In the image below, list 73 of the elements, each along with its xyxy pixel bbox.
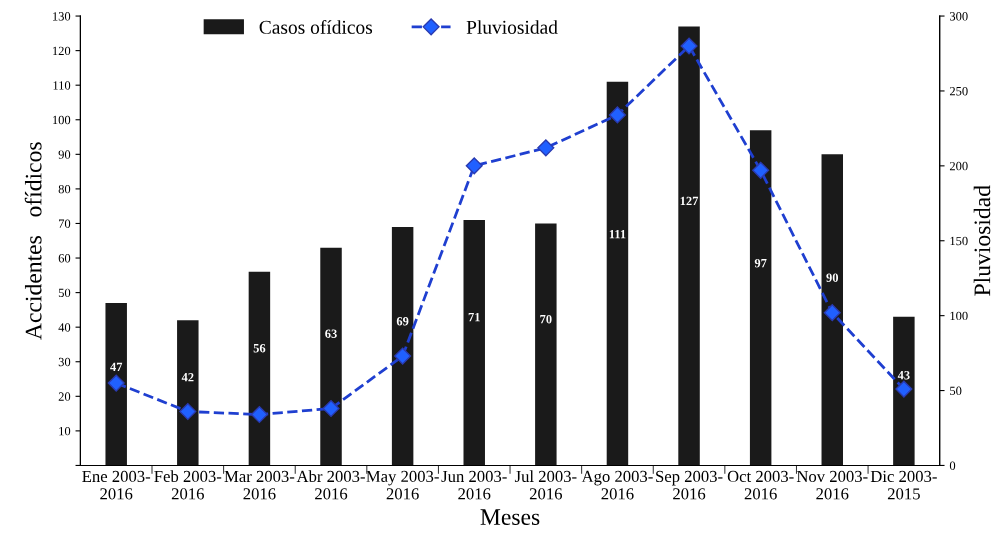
y-tick-label: 80 — [58, 184, 71, 194]
bar — [535, 223, 557, 466]
x-tick-label: Ene 2003- 2016 — [82, 470, 151, 500]
point — [250, 405, 268, 424]
point — [394, 347, 412, 365]
data-label: 127 — [680, 196, 699, 206]
y-tick-label: 90 — [58, 150, 71, 159]
data-label: 42 — [181, 373, 194, 382]
y2-tick-label: 100 — [950, 311, 968, 321]
x-tick-label: Jun 2003- 2016 — [441, 470, 507, 500]
data-label: 90 — [826, 273, 839, 282]
bar — [177, 320, 199, 466]
y-tick-label: 60 — [58, 254, 71, 263]
bar — [248, 271, 271, 466]
bar — [391, 226, 414, 466]
x-tick-label: Jul 2003- 2016 — [514, 470, 577, 500]
y2-tick-label: 300 — [949, 12, 968, 21]
x-tick-label: Sep 2003- 2016 — [656, 470, 723, 500]
y-tick-label: 20 — [58, 392, 71, 401]
bar — [320, 247, 342, 466]
data-label: 71 — [468, 312, 480, 322]
y-tick-label: 120 — [53, 46, 71, 56]
y2-tick-label: 150 — [950, 236, 968, 246]
data-label: 111 — [609, 229, 626, 239]
point — [322, 399, 340, 418]
point — [752, 161, 770, 179]
data-label: 97 — [754, 258, 767, 268]
point — [465, 157, 483, 175]
bar — [821, 154, 844, 466]
y-axis-title: Accidentes ofídicos — [24, 142, 42, 340]
data-label: 70 — [540, 314, 552, 324]
point — [680, 37, 698, 55]
x-axis-title: Meses — [480, 509, 540, 526]
data-label: 56 — [253, 344, 266, 353]
data-label: 69 — [396, 317, 409, 326]
point — [608, 106, 626, 124]
y2-tick-label: 250 — [949, 86, 968, 96]
y2-tick-label: 0 — [949, 461, 956, 470]
bar — [749, 130, 772, 466]
y-tick-label: 50 — [58, 288, 71, 298]
data-label: 47 — [110, 362, 123, 371]
point — [179, 402, 197, 421]
x-tick-label: Nov 2003- 2016 — [796, 470, 868, 500]
x-tick-label: Mar 2003- 2016 — [224, 470, 295, 500]
point — [895, 380, 913, 398]
bar — [105, 302, 127, 466]
legend-label: Casos ofídicos — [259, 19, 373, 34]
y2-tick-label: 200 — [949, 161, 968, 171]
bar — [678, 26, 700, 466]
bar — [606, 81, 629, 466]
point — [823, 304, 841, 322]
x-tick-label: Dic 2003- 2015 — [870, 470, 937, 500]
y-tick-label: 40 — [58, 323, 71, 332]
y-tick-label: 110 — [53, 81, 71, 90]
point — [537, 139, 555, 157]
point — [107, 374, 125, 392]
y-tick-label: 130 — [53, 12, 71, 21]
data-label: 63 — [325, 329, 337, 338]
y-tick-label: 100 — [53, 115, 71, 125]
x-tick-label: Feb 2003- 2016 — [154, 470, 222, 500]
legend-label: Pluviosidad — [466, 20, 558, 34]
x-tick-label: Abr 2003- 2016 — [296, 470, 365, 500]
data-label: 43 — [897, 370, 910, 380]
bar — [893, 316, 915, 466]
y-tick-label: 10 — [59, 426, 71, 436]
x-tick-label: May 2003- 2016 — [366, 470, 439, 500]
y2-tick-label: 50 — [950, 386, 962, 396]
x-tick-label: Oct 2003- 2016 — [727, 470, 794, 500]
x-tick-label: Ago 2003- 2016 — [581, 470, 653, 500]
y-tick-label: 30 — [58, 357, 71, 367]
y-tick-label: 70 — [59, 219, 71, 228]
bar — [463, 220, 485, 466]
y2-axis-title: Pluviosidad — [973, 185, 991, 296]
